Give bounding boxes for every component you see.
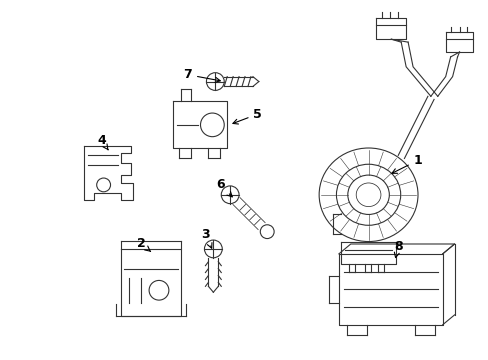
Text: 7: 7 [183, 68, 220, 82]
Text: 5: 5 [232, 108, 262, 124]
Text: 4: 4 [97, 134, 108, 150]
Text: 2: 2 [137, 238, 150, 252]
Text: 3: 3 [201, 228, 211, 248]
Text: 1: 1 [391, 154, 422, 173]
Text: 6: 6 [216, 179, 232, 197]
Text: 8: 8 [393, 240, 402, 257]
